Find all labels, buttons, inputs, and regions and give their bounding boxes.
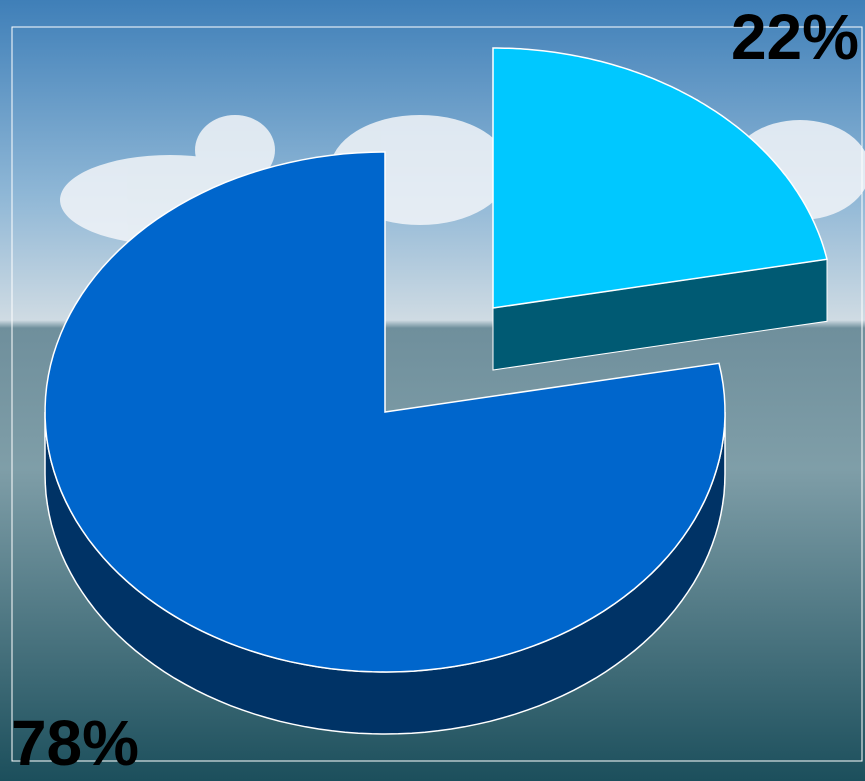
pie bbox=[44, 47, 828, 735]
slice bbox=[492, 47, 828, 309]
slice bbox=[44, 151, 726, 673]
data-label: 78% bbox=[11, 707, 139, 779]
data-label: 22% bbox=[731, 1, 859, 73]
plot-border bbox=[11, 26, 863, 762]
